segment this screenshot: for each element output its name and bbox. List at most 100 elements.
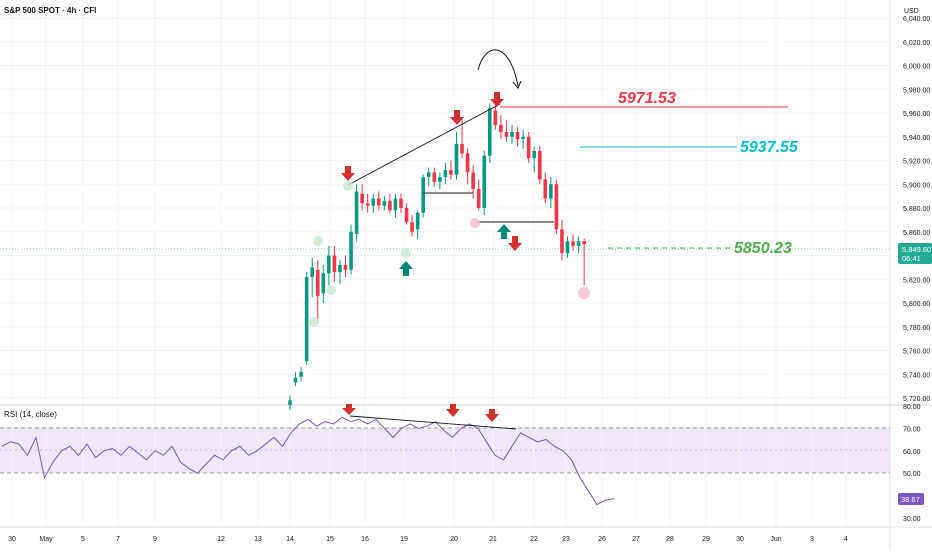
price-tick-label: 5,920.00	[903, 159, 930, 166]
candle-body	[315, 269, 320, 296]
price-tick-label: 5,980.00	[903, 87, 930, 94]
candle-body	[510, 132, 514, 137]
marker-circle-red	[470, 218, 480, 228]
price-tick-label: 5,940.00	[903, 135, 930, 142]
candle-body	[571, 241, 575, 246]
candle-body	[388, 200, 392, 211]
time-tick-label: 22	[530, 536, 538, 543]
candle-body	[354, 191, 359, 235]
candle-body	[426, 172, 431, 178]
time-tick-label: 30	[736, 536, 744, 543]
time-tick-label: Jun	[770, 536, 781, 543]
last-price-tag	[898, 243, 932, 264]
candle-body	[554, 184, 559, 230]
candle-body	[365, 203, 370, 206]
price-tick-label: 5,760.00	[903, 349, 930, 356]
arrow-down-icon	[490, 92, 504, 107]
time-tick-label: 21	[489, 536, 497, 543]
candle-body	[515, 132, 520, 140]
candle-body	[488, 108, 492, 156]
marker-circle-green	[309, 317, 319, 327]
candle-body	[438, 177, 442, 182]
candle-body	[526, 136, 531, 159]
marker-circle-red	[578, 287, 590, 299]
arrow-down-icon	[342, 404, 356, 415]
candle-body	[432, 172, 437, 182]
time-tick-label: 14	[286, 536, 294, 543]
candle-body	[476, 189, 481, 208]
candle-body	[288, 400, 292, 406]
trendline-price	[347, 103, 501, 186]
rsi-band	[0, 428, 890, 473]
candle-body	[338, 265, 342, 273]
time-tick-label: 19	[400, 536, 408, 543]
arrow-down-icon	[446, 404, 460, 417]
candle-body	[504, 132, 509, 137]
price-tick-label: 5,820.00	[903, 277, 930, 284]
candle-body	[443, 170, 448, 178]
price-tick-label: 5,860.00	[903, 230, 930, 237]
time-tick-label: May	[39, 536, 53, 543]
time-tick-label: 26	[598, 536, 606, 543]
time-tick-label: 15	[326, 536, 334, 543]
candle-body	[321, 273, 326, 294]
candle-body	[521, 136, 525, 140]
rsi-last-value: 38.67	[901, 495, 920, 504]
rsi-title: RSI (14, close)	[4, 410, 57, 419]
time-tick-label: 9	[153, 536, 157, 543]
candle-body	[404, 208, 409, 223]
time-tick-label: 23	[562, 536, 570, 543]
arrow-down-icon	[508, 236, 522, 251]
price-tick-label: 6,020.00	[903, 40, 930, 47]
candles	[288, 101, 586, 410]
arrow-down-icon	[341, 166, 355, 181]
candle-body	[449, 170, 453, 175]
marker-circle-green	[343, 181, 353, 191]
candle-body	[576, 241, 581, 246]
candle-body	[532, 151, 536, 159]
time-tick-label: 7	[116, 536, 120, 543]
candle-body	[460, 143, 464, 154]
time-axis: 30 May 5 7 9 12 13 14 15 16 19 20 21 22 23 26 27 28 29 30 Ju…	[8, 536, 848, 543]
candle-body	[421, 177, 425, 213]
rsi-tick-label: 70.00	[903, 426, 921, 433]
candle-body	[393, 198, 398, 211]
candle-body	[332, 255, 337, 273]
candle-body	[560, 229, 564, 254]
candle-body	[465, 153, 470, 173]
price-tick-label: 5,800.00	[903, 301, 930, 308]
candle-body	[582, 241, 586, 245]
time-tick-label: 4	[844, 536, 848, 543]
candle-body	[371, 198, 376, 206]
price-tick-label: 5,900.00	[903, 182, 930, 189]
price-tick-label: 5,740.00	[903, 372, 930, 379]
marker-circle-green	[401, 248, 411, 258]
rsi-tick-label: 60.00	[903, 449, 921, 456]
candle-body	[327, 255, 331, 274]
candle-body	[299, 371, 303, 377]
time-tick-label: 5	[81, 536, 85, 543]
price-tick-label: 5,780.00	[903, 325, 930, 332]
candle-body	[382, 200, 387, 206]
candle-body	[493, 110, 498, 125]
curved-arrow-head	[512, 80, 522, 89]
rsi-value-tag	[898, 493, 924, 505]
symbol-title: S&P 500 SPOT · 4h · CFI	[4, 6, 96, 15]
candle-body	[360, 193, 364, 204]
price-tick-label: 5,960.00	[903, 111, 930, 118]
up-arrows	[399, 224, 511, 276]
rsi-series	[1, 416, 615, 506]
time-tick-label: 28	[666, 536, 674, 543]
candle-body	[293, 377, 298, 383]
candle-body	[415, 212, 420, 230]
marker-circle-green	[313, 236, 323, 246]
candle-body	[543, 179, 548, 199]
time-tick-label: 20	[450, 536, 458, 543]
time-tick-label: 12	[217, 536, 225, 543]
drawings	[0, 49, 890, 430]
arrow-up-icon	[399, 261, 413, 276]
bar-countdown: 06:41	[902, 254, 921, 263]
support-label: 5850.23	[734, 240, 792, 257]
rsi-line	[1, 416, 615, 506]
